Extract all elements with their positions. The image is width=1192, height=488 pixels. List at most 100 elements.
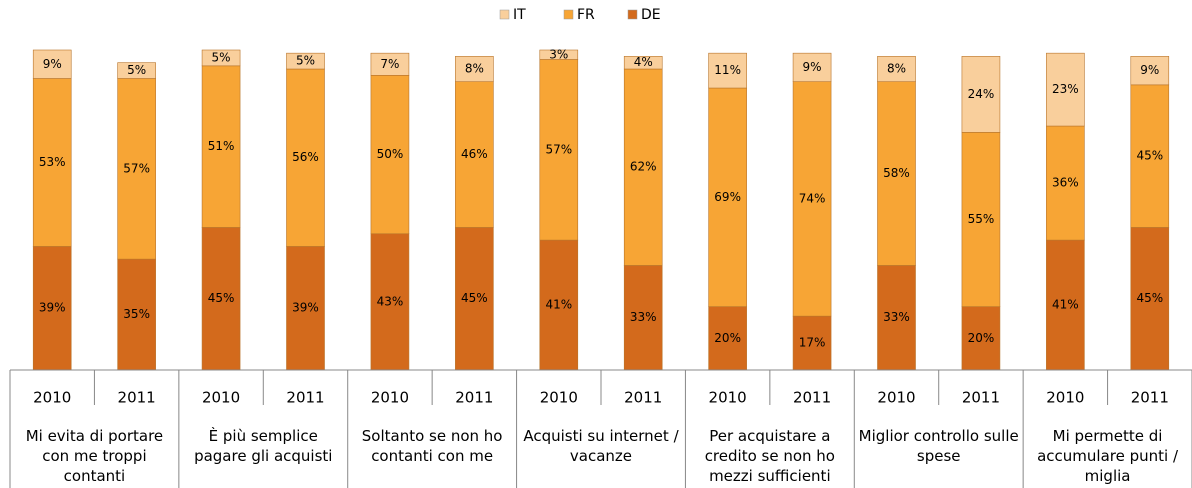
group-label: Mi evita di portare con me troppi contan… <box>25 427 164 485</box>
data-label: 33% <box>883 310 910 324</box>
data-label: 45% <box>208 291 235 305</box>
data-label: 69% <box>714 190 741 204</box>
bar-segment <box>455 81 494 228</box>
data-label: 74% <box>799 191 826 205</box>
group-label: Per acquistare a credito se non ho mezzi… <box>704 427 835 485</box>
data-label: 41% <box>545 298 572 312</box>
data-label: 41% <box>1052 298 1079 312</box>
x-tick-label: 2010 <box>709 389 747 407</box>
legend-swatch <box>627 9 638 20</box>
group-label: Miglior controllo sulle spese <box>858 427 1019 465</box>
data-label: 62% <box>630 160 657 174</box>
bar-segment <box>117 258 156 371</box>
bar-segment <box>370 52 410 76</box>
x-tick-label: 2011 <box>118 389 156 407</box>
data-label: 17% <box>799 336 826 350</box>
bar-segment <box>32 49 72 79</box>
bar-segment <box>877 81 916 266</box>
bar-segment <box>792 52 832 82</box>
bar-segment <box>877 265 916 371</box>
bar-segment <box>286 52 325 70</box>
data-label: 7% <box>380 57 399 71</box>
bar-segment <box>32 246 72 371</box>
data-label: 9% <box>1140 63 1159 77</box>
data-label: 57% <box>123 161 150 175</box>
bar-segment <box>1046 52 1085 127</box>
bar-segment <box>961 132 1001 307</box>
data-label: 5% <box>296 54 315 68</box>
data-label: 45% <box>1136 149 1163 163</box>
data-label: 11% <box>714 63 741 77</box>
data-label: 23% <box>1052 82 1079 96</box>
data-label: 3% <box>549 47 568 61</box>
bar-segment <box>708 52 747 89</box>
bar-segment <box>539 59 579 241</box>
data-label: 53% <box>39 155 66 169</box>
bar-segment <box>877 56 916 82</box>
legend-swatch <box>563 9 574 20</box>
group-label: È più semplice pagare gli acquisti <box>194 427 333 465</box>
data-label: 33% <box>630 310 657 324</box>
bar-segment <box>117 78 156 260</box>
bar-segment <box>201 49 241 67</box>
bar-segment <box>286 68 325 247</box>
x-tick-label: 2011 <box>962 389 1000 407</box>
legend-swatch <box>499 9 510 20</box>
bar-segment <box>1130 56 1170 86</box>
data-label: 51% <box>208 139 235 153</box>
data-label: 24% <box>968 87 995 101</box>
bar-segment <box>286 246 325 371</box>
data-label: 39% <box>292 301 319 315</box>
data-label: 36% <box>1052 176 1079 190</box>
data-label: 20% <box>968 331 995 345</box>
x-tick-label: 2011 <box>624 389 662 407</box>
legend-label: IT <box>513 7 526 23</box>
bar-segment <box>623 56 663 70</box>
x-tick-label: 2011 <box>455 389 493 407</box>
data-label: 9% <box>43 57 62 71</box>
bar-segment <box>1130 84 1170 228</box>
bar-segment <box>539 49 579 60</box>
data-label: 39% <box>39 301 66 315</box>
legend-label: FR <box>577 7 595 23</box>
x-tick-label: 2010 <box>371 389 409 407</box>
data-label: 50% <box>377 147 404 161</box>
data-label: 45% <box>461 291 488 305</box>
bar-segment <box>455 56 494 82</box>
x-tick-label: 2011 <box>1131 389 1169 407</box>
x-tick-label: 2011 <box>793 389 831 407</box>
bar-segment <box>370 233 410 371</box>
x-tick-label: 2010 <box>202 389 240 407</box>
bar-segment <box>961 56 1001 133</box>
data-label: 5% <box>127 63 146 77</box>
data-label: 5% <box>212 50 231 64</box>
x-tick-label: 2010 <box>33 389 71 407</box>
x-tick-label: 2011 <box>286 389 324 407</box>
data-label: 45% <box>1136 291 1163 305</box>
group-label: Acquisti su internet / vacanze <box>523 427 679 465</box>
group-label: Soltanto se non ho contanti con me <box>361 427 503 465</box>
bar-segment <box>201 65 241 228</box>
data-label: 4% <box>634 55 653 69</box>
data-label: 35% <box>123 307 150 321</box>
x-tick-label: 2010 <box>1046 389 1084 407</box>
data-label: 58% <box>883 166 910 180</box>
legend-label: DE <box>641 7 661 23</box>
bar-segment <box>455 227 494 371</box>
data-label: 56% <box>292 150 319 164</box>
bar-segment <box>1130 227 1170 371</box>
bar-segment <box>1046 239 1085 371</box>
bar-segment <box>792 81 832 317</box>
group-label: Mi permette di accumulare punti / miglia <box>1037 427 1179 485</box>
data-label: 8% <box>465 62 484 76</box>
bar-segment <box>117 62 156 79</box>
data-label: 43% <box>377 294 404 308</box>
x-tick-label: 2010 <box>540 389 578 407</box>
data-label: 55% <box>968 212 995 226</box>
x-tick-label: 2010 <box>877 389 915 407</box>
bar-segment <box>708 87 747 307</box>
bar-segment <box>623 68 663 266</box>
data-label: 9% <box>803 60 822 74</box>
